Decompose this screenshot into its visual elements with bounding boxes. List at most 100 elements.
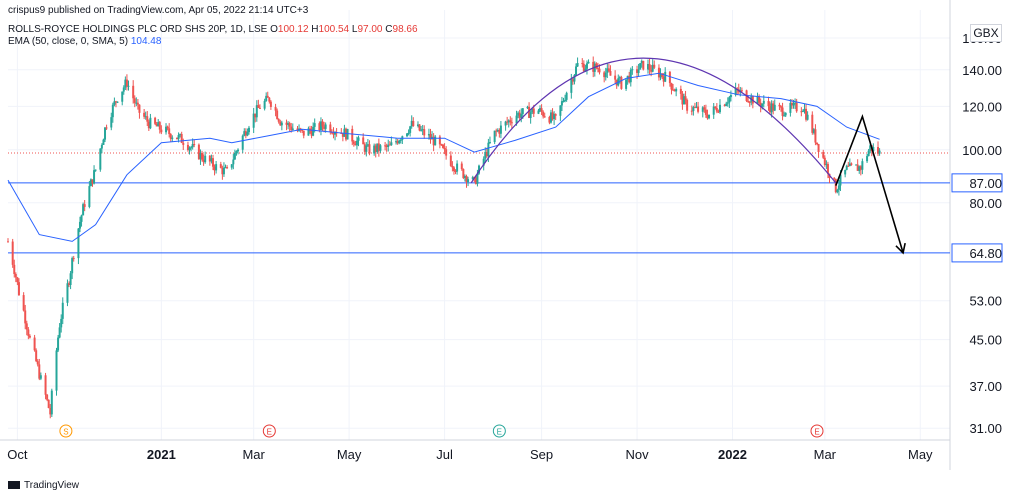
candle-body xyxy=(385,145,388,147)
candle-body xyxy=(657,67,660,78)
candle-body xyxy=(795,102,798,112)
x-tick-label: Sep xyxy=(530,447,553,462)
candle-body xyxy=(783,115,786,117)
candle-body xyxy=(177,135,180,140)
candle-body xyxy=(848,163,851,167)
candle-body xyxy=(529,112,532,118)
candle-body xyxy=(363,144,366,152)
currency-unit-label[interactable]: GBX xyxy=(970,24,1002,42)
candle-body xyxy=(39,375,42,379)
candle-body xyxy=(648,64,651,70)
candle-body xyxy=(171,137,174,139)
candle-body xyxy=(22,295,25,311)
candle-body xyxy=(811,114,814,133)
candle-body xyxy=(451,165,454,168)
candle-body xyxy=(362,137,365,145)
candle-body xyxy=(165,126,168,133)
candle-body xyxy=(398,140,401,144)
candle-body xyxy=(94,169,97,171)
candle-body xyxy=(268,97,271,102)
candle-body xyxy=(773,104,776,111)
candle-body xyxy=(692,107,695,111)
earnings-icon-circle xyxy=(810,424,824,438)
candle-body xyxy=(856,164,859,171)
candle-body xyxy=(708,114,711,119)
candle-body xyxy=(670,83,673,90)
candle-body xyxy=(531,108,534,113)
candle-body xyxy=(423,129,426,136)
candle-body xyxy=(418,124,421,131)
candle-body xyxy=(24,310,27,324)
tradingview-footer[interactable]: TradingView xyxy=(8,480,79,491)
candle-body xyxy=(309,128,312,131)
candle-body xyxy=(99,148,102,170)
candle-body xyxy=(474,177,477,184)
tradingview-logo-icon xyxy=(8,481,20,490)
candle-body xyxy=(684,96,687,100)
candle-body xyxy=(614,75,617,80)
candle-body xyxy=(496,129,499,132)
ohlc-high-value: 100.54 xyxy=(318,24,350,35)
candle-body xyxy=(354,143,357,146)
candle-body xyxy=(83,204,86,207)
candle-body xyxy=(659,73,662,78)
candle-body xyxy=(190,147,193,149)
price-level-label-box xyxy=(951,173,1003,193)
candle-body xyxy=(625,79,628,89)
candle-body xyxy=(756,96,759,104)
candle-body xyxy=(366,144,369,146)
candle-body xyxy=(201,152,204,160)
price-level-label: 64.80 xyxy=(969,246,1002,261)
candle-body xyxy=(792,103,795,106)
candle-body xyxy=(36,361,39,365)
candle-body xyxy=(280,122,283,126)
candle-body xyxy=(855,164,858,166)
candle-body xyxy=(233,152,236,160)
candle-body xyxy=(330,132,333,134)
candle-body xyxy=(182,142,185,145)
candle-body xyxy=(642,60,645,70)
candle-body xyxy=(646,64,649,70)
candle-body xyxy=(321,121,324,127)
candle-body xyxy=(438,136,441,145)
ema-legend[interactable]: EMA (50, close, 0, SMA, 5) 104.48 xyxy=(8,36,161,47)
candle-body xyxy=(7,241,9,243)
candle-body xyxy=(291,128,294,131)
ohlc-low-label: L xyxy=(351,24,358,35)
candle-body xyxy=(506,121,509,123)
candle-body xyxy=(180,134,183,143)
candle-body xyxy=(168,128,171,135)
candle-body xyxy=(866,156,869,162)
candle-body xyxy=(379,145,382,151)
dividend-icon-circle xyxy=(59,424,73,438)
candle-body xyxy=(252,113,255,128)
candle-body xyxy=(715,108,718,112)
candle-body xyxy=(122,87,125,92)
candle-body xyxy=(445,149,448,156)
earnings-icon: E xyxy=(492,424,506,438)
candle-body xyxy=(814,129,817,143)
candle-body xyxy=(618,77,621,79)
candle-body xyxy=(526,106,529,109)
x-tick-label: Jul xyxy=(436,447,453,462)
candle-body xyxy=(456,163,459,172)
candle-body xyxy=(334,132,337,135)
candle-body xyxy=(867,150,870,157)
candle-body xyxy=(302,130,305,136)
candle-body xyxy=(772,103,775,111)
candle-body xyxy=(800,111,803,113)
candle-body xyxy=(276,110,279,120)
candle-body xyxy=(230,164,233,168)
candle-body xyxy=(340,132,343,134)
candle-body xyxy=(288,123,291,127)
candle-body xyxy=(482,158,485,166)
candle-body xyxy=(443,147,446,150)
candle-body xyxy=(554,114,557,116)
candle-body xyxy=(823,157,826,165)
candle-body xyxy=(323,126,326,129)
candle-body xyxy=(219,164,222,168)
candle-body xyxy=(211,158,214,167)
candle-body xyxy=(114,101,117,103)
candle-body xyxy=(726,102,729,104)
